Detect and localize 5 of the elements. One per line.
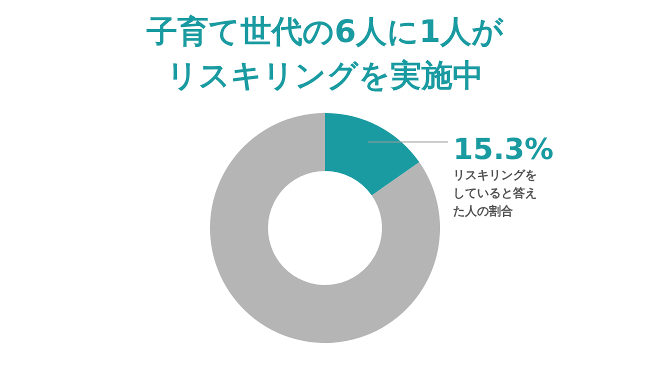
slice-label: リスキリングをしていると答えた人の割合 [453, 168, 537, 218]
chart-title: 子育て世代の6人に1人がリスキリングを実施中 [145, 14, 505, 94]
data-label: 15.3% [453, 132, 554, 166]
donut-slice [210, 113, 440, 343]
donut-slice [325, 113, 420, 196]
